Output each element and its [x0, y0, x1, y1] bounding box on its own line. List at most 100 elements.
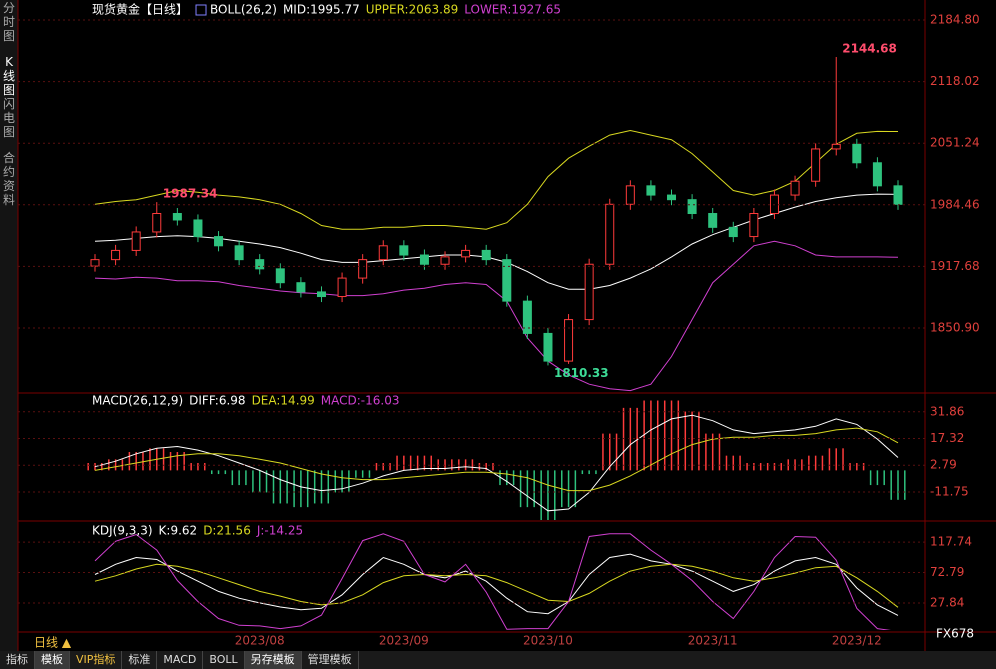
candle-body — [790, 180, 800, 196]
candle-body — [172, 213, 182, 221]
candle-body — [543, 332, 553, 362]
watermark: FX678 — [936, 627, 974, 641]
tab[interactable]: 管理模板 — [302, 651, 359, 669]
sidebar-tab[interactable]: 合约资料 — [3, 150, 15, 207]
indicator-line — [94, 193, 899, 290]
candle-body — [605, 203, 615, 265]
sidebar-tab[interactable]: K 线图 — [3, 55, 15, 97]
x-tick-label: 2023/09 — [379, 634, 429, 648]
candle-body — [358, 259, 368, 279]
y-tick-label: 2051.24 — [930, 136, 980, 150]
indicator-line — [94, 553, 899, 616]
candle-body — [564, 319, 574, 362]
indicator-line — [94, 563, 899, 608]
indicator-line — [94, 414, 899, 512]
candle-body — [667, 194, 677, 201]
tab[interactable]: MACD — [157, 651, 204, 669]
legend-entry: D:21.56 — [203, 524, 251, 538]
indicator-line — [94, 129, 899, 230]
x-tick-label: 2023/08 — [235, 634, 285, 648]
y-tick-label: -11.75 — [930, 484, 969, 498]
y-tick-label: 31.86 — [930, 404, 964, 418]
tab[interactable]: VIP指标 — [70, 651, 123, 669]
tab[interactable]: 另存模板 — [244, 651, 302, 669]
tab[interactable]: 标准 — [122, 651, 158, 669]
candle-body — [316, 291, 326, 298]
candle-body — [522, 300, 532, 334]
candle-body — [152, 213, 162, 233]
legend-entry: DEA:14.99 — [252, 394, 315, 408]
price-annotation: 1810.33 — [554, 366, 609, 380]
candle-body — [728, 226, 738, 238]
candle-body — [234, 245, 244, 261]
y-tick-label: 1850.90 — [930, 320, 980, 334]
candle-body — [584, 263, 594, 321]
tab-bar: 指标 模板 VIP指标 标准 MACD BOLL 另存模板 管理模板 — [0, 651, 996, 669]
legend-entry: J:-14.25 — [256, 524, 303, 538]
sidebar-tab[interactable]: 闪电图 — [3, 97, 15, 139]
panel — [90, 56, 903, 392]
candle-body — [419, 254, 429, 265]
indicator-line — [94, 240, 899, 392]
candle-body — [337, 277, 347, 298]
candle-body — [461, 249, 471, 258]
candle-body — [193, 219, 203, 238]
candle-body — [893, 185, 903, 205]
tab[interactable]: 指标 — [0, 651, 35, 669]
tab[interactable]: 模板 — [35, 651, 70, 669]
candle-body — [646, 185, 656, 196]
candle-body — [481, 249, 491, 261]
period-label[interactable]: 日线 ▲ — [34, 636, 72, 650]
price-annotation: 1987.34 — [163, 187, 218, 201]
candle-body — [687, 199, 697, 215]
candle-body — [378, 245, 388, 261]
tab[interactable]: BOLL — [203, 651, 245, 669]
candle-body — [502, 259, 512, 302]
panel — [94, 533, 899, 630]
legend-entry: LOWER:1927.65 — [464, 3, 561, 17]
indicator-line — [94, 533, 891, 630]
legend-entry: BOLL(26,2) — [210, 3, 277, 17]
candle-body — [872, 162, 882, 187]
candle-body — [625, 185, 635, 205]
sidebar — [0, 0, 18, 651]
legend-entry: KDJ(9,3,3) — [92, 524, 153, 538]
x-tick-label: 2023/11 — [688, 634, 738, 648]
y-tick-label: 117.74 — [930, 535, 972, 549]
legend-entry: MACD:-16.03 — [321, 394, 400, 408]
legend-entry: MACD(26,12,9) — [92, 394, 183, 408]
y-tick-label: 2118.02 — [930, 74, 980, 88]
candle-body — [708, 213, 718, 228]
legend-entry: K:9.62 — [159, 524, 198, 538]
y-tick-label: 27.84 — [930, 596, 964, 610]
candle-body — [831, 143, 841, 150]
candle-body — [90, 259, 100, 267]
legend-icon — [195, 4, 207, 16]
y-tick-label: 72.79 — [930, 565, 964, 579]
candle-body — [275, 268, 285, 284]
candle-body — [399, 245, 409, 256]
price-annotation: 2144.68 — [842, 41, 897, 55]
legend-entry: UPPER:2063.89 — [366, 3, 458, 17]
candle-body — [255, 259, 265, 270]
y-tick-label: 17.32 — [930, 431, 964, 445]
chart-title: 现货黄金【日线】 — [92, 2, 188, 17]
y-tick-label: 2184.80 — [930, 12, 980, 26]
candle-body — [214, 236, 224, 247]
y-tick-label: 1917.68 — [930, 259, 980, 273]
candle-body — [131, 231, 141, 251]
candle-body — [111, 249, 121, 261]
candle-body — [440, 256, 450, 265]
candle-body — [296, 282, 306, 293]
legend-entry: DIFF:6.98 — [189, 394, 245, 408]
candle-body — [749, 213, 759, 238]
indicator-line — [94, 427, 899, 492]
y-tick-label: 1984.46 — [930, 197, 980, 211]
panel — [87, 400, 906, 520]
sidebar-tab[interactable]: 分时图 — [3, 1, 15, 43]
x-tick-label: 2023/12 — [832, 634, 882, 648]
y-tick-label: 2.79 — [930, 458, 957, 472]
candle-body — [852, 143, 862, 164]
